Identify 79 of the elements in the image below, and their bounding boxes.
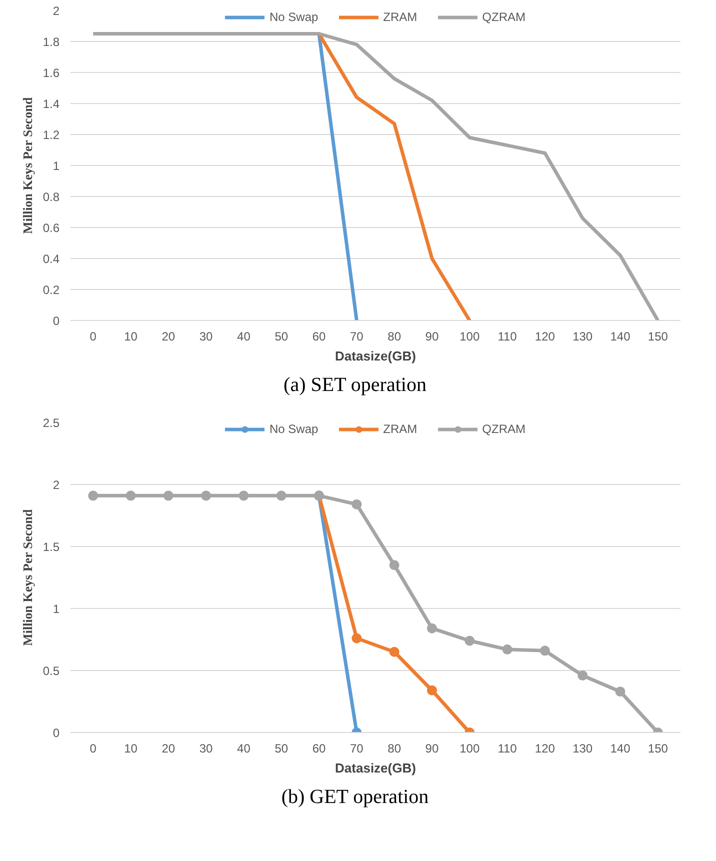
y-tick-label: 1.2 <box>42 128 60 142</box>
y-tick-label: 0 <box>52 314 60 328</box>
x-tick-label: 90 <box>425 742 439 756</box>
point <box>88 490 98 501</box>
y-tick-label: 0.6 <box>42 221 60 235</box>
y-axis-title: Million Keys Per Second <box>20 508 35 646</box>
y-tick-label: 2 <box>52 4 60 18</box>
x-tick-label: 0 <box>90 330 97 344</box>
y-tick-label: 2.5 <box>42 416 60 430</box>
y-tick-label: 0.2 <box>42 283 60 297</box>
x-tick-label: 30 <box>199 742 214 756</box>
line-series <box>91 32 660 320</box>
y-axis-title: Million Keys Per Second <box>20 96 35 234</box>
text: (a) SET operation <box>284 373 426 398</box>
x-tick-label: 100 <box>460 742 480 756</box>
x-tick-label: 20 <box>162 742 176 756</box>
x-axis-title: Datasize(GB) <box>335 760 416 776</box>
point <box>352 633 362 644</box>
x-tick-label: 50 <box>274 330 288 344</box>
point <box>426 623 437 634</box>
x-tick-label: 20 <box>162 330 176 344</box>
y-tick-label: 1.4 <box>42 97 60 111</box>
y-tick-label: 0.8 <box>42 190 60 204</box>
text: (b) GET operation <box>281 785 429 810</box>
point <box>238 490 249 501</box>
legend-label: No Swap <box>269 422 318 436</box>
x-tick-label: 50 <box>274 742 288 756</box>
x-tick-label: 140 <box>610 330 631 344</box>
point <box>540 646 550 656</box>
legend-label: ZRAM <box>383 10 418 24</box>
point <box>352 499 362 510</box>
point <box>126 490 136 501</box>
point <box>163 490 174 501</box>
x-tick-label: 80 <box>388 742 402 756</box>
y-tick-label: 1 <box>52 602 60 616</box>
x-tick-label: 100 <box>460 330 480 344</box>
x-tick-label: 140 <box>610 742 631 756</box>
x-tick-label: 120 <box>534 330 556 344</box>
x-tick-label: 30 <box>199 330 214 344</box>
y-tick-label: 0.5 <box>42 664 60 678</box>
x-tick-label: 10 <box>124 742 138 756</box>
y-tick-label: 1.5 <box>42 540 60 554</box>
point <box>426 685 437 696</box>
y-tick-label: 1 <box>52 159 60 173</box>
x-tick-label: 40 <box>237 742 251 756</box>
point <box>389 646 400 657</box>
point <box>276 490 286 501</box>
x-tick-label: 130 <box>572 742 593 756</box>
x-tick-label: 60 <box>312 330 326 344</box>
point <box>615 686 626 697</box>
x-axis-title: Datasize(GB) <box>335 348 416 364</box>
x-tick-label: 150 <box>648 330 668 344</box>
x-tick-label: 110 <box>498 330 518 344</box>
x-tick-label: 80 <box>388 330 402 344</box>
y-tick-label: 1.8 <box>42 35 60 49</box>
x-tick-label: 110 <box>498 742 518 756</box>
legend-label: QZRAM <box>482 422 526 436</box>
point <box>201 490 212 501</box>
x-tick-label: 150 <box>648 742 668 756</box>
x-tick-label: 60 <box>312 742 326 756</box>
x-tick-label: 0 <box>90 742 97 756</box>
x-tick-label: 130 <box>572 330 593 344</box>
y-tick-label: 0.4 <box>42 252 60 266</box>
legend-label: QZRAM <box>482 10 526 24</box>
point <box>464 636 475 646</box>
y-tick-label: 1.6 <box>42 66 60 80</box>
legend-label: No Swap <box>269 10 318 24</box>
point <box>578 670 588 680</box>
x-tick-label: 40 <box>237 330 251 344</box>
x-tick-label: 10 <box>124 330 138 344</box>
x-tick-label: 70 <box>350 330 364 344</box>
point <box>502 644 512 654</box>
point <box>389 560 400 570</box>
x-tick-label: 70 <box>350 742 364 756</box>
x-tick-label: 90 <box>425 330 439 344</box>
y-tick-label: 2 <box>52 478 60 492</box>
legend-label: ZRAM <box>383 422 418 436</box>
y-tick-label: 0 <box>52 726 60 740</box>
x-tick-label: 120 <box>534 742 556 756</box>
